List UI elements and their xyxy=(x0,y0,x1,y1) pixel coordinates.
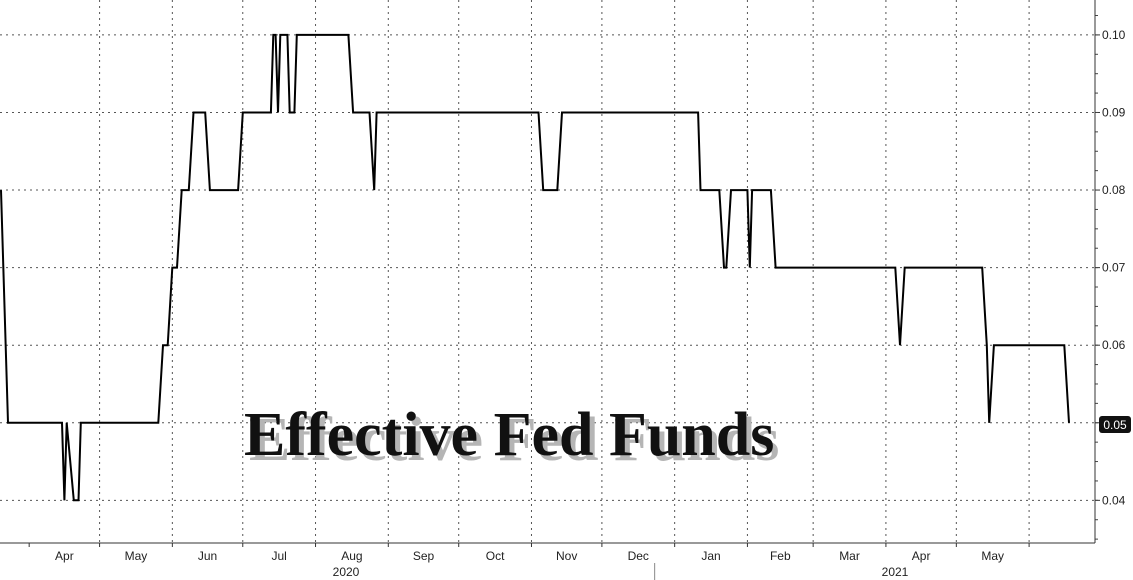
x-axis: Apr May Jun Jul Aug Sep Oct Nov Dec Jan Feb Mar Apr M… xyxy=(0,542,1095,580)
x-tick-label: Aug xyxy=(341,549,362,563)
chart-title-group: Effective Fed Funds Effective Fed Funds xyxy=(244,401,779,474)
y-tick-label: 0.08 xyxy=(1102,183,1126,197)
year-label: 2021 xyxy=(882,565,909,579)
last-value-label: 0.05 xyxy=(1103,418,1127,432)
series-line xyxy=(0,33,1070,502)
x-tick-label: Feb xyxy=(770,549,791,563)
x-tick-label: May xyxy=(125,549,148,563)
y-axis: 0.04 0.05 0.06 0.07 0.08 0.09 0.10 xyxy=(1094,0,1126,543)
year-label: 2020 xyxy=(333,565,360,579)
x-tick-label: Jul xyxy=(271,549,286,563)
x-tick-label: Mar xyxy=(839,549,860,563)
x-tick-label: Apr xyxy=(55,549,74,563)
x-tick-label: Sep xyxy=(413,549,435,563)
x-tick-label: Oct xyxy=(486,549,505,563)
x-tick-label: Apr xyxy=(912,549,931,563)
vertical-gridlines xyxy=(99,0,1030,543)
x-tick-label: May xyxy=(981,549,1004,563)
y-tick-label: 0.07 xyxy=(1102,261,1126,275)
x-tick-label: Jun xyxy=(198,549,217,563)
last-value-badge: 0.05 xyxy=(1099,416,1131,433)
last-value-background xyxy=(1099,416,1131,433)
chart-title: Effective Fed Funds xyxy=(244,401,774,469)
chart-title-shadow: Effective Fed Funds xyxy=(249,406,779,474)
series-group xyxy=(0,33,1070,502)
y-tick-label: 0.04 xyxy=(1102,493,1126,507)
y-tick-label: 0.06 xyxy=(1102,338,1126,352)
y-tick-label: 0.10 xyxy=(1102,28,1126,42)
x-tick-label: Dec xyxy=(628,549,649,563)
x-tick-label: Nov xyxy=(556,549,577,563)
x-tick-label: Jan xyxy=(701,549,720,563)
y-tick-label: 0.09 xyxy=(1102,105,1126,119)
